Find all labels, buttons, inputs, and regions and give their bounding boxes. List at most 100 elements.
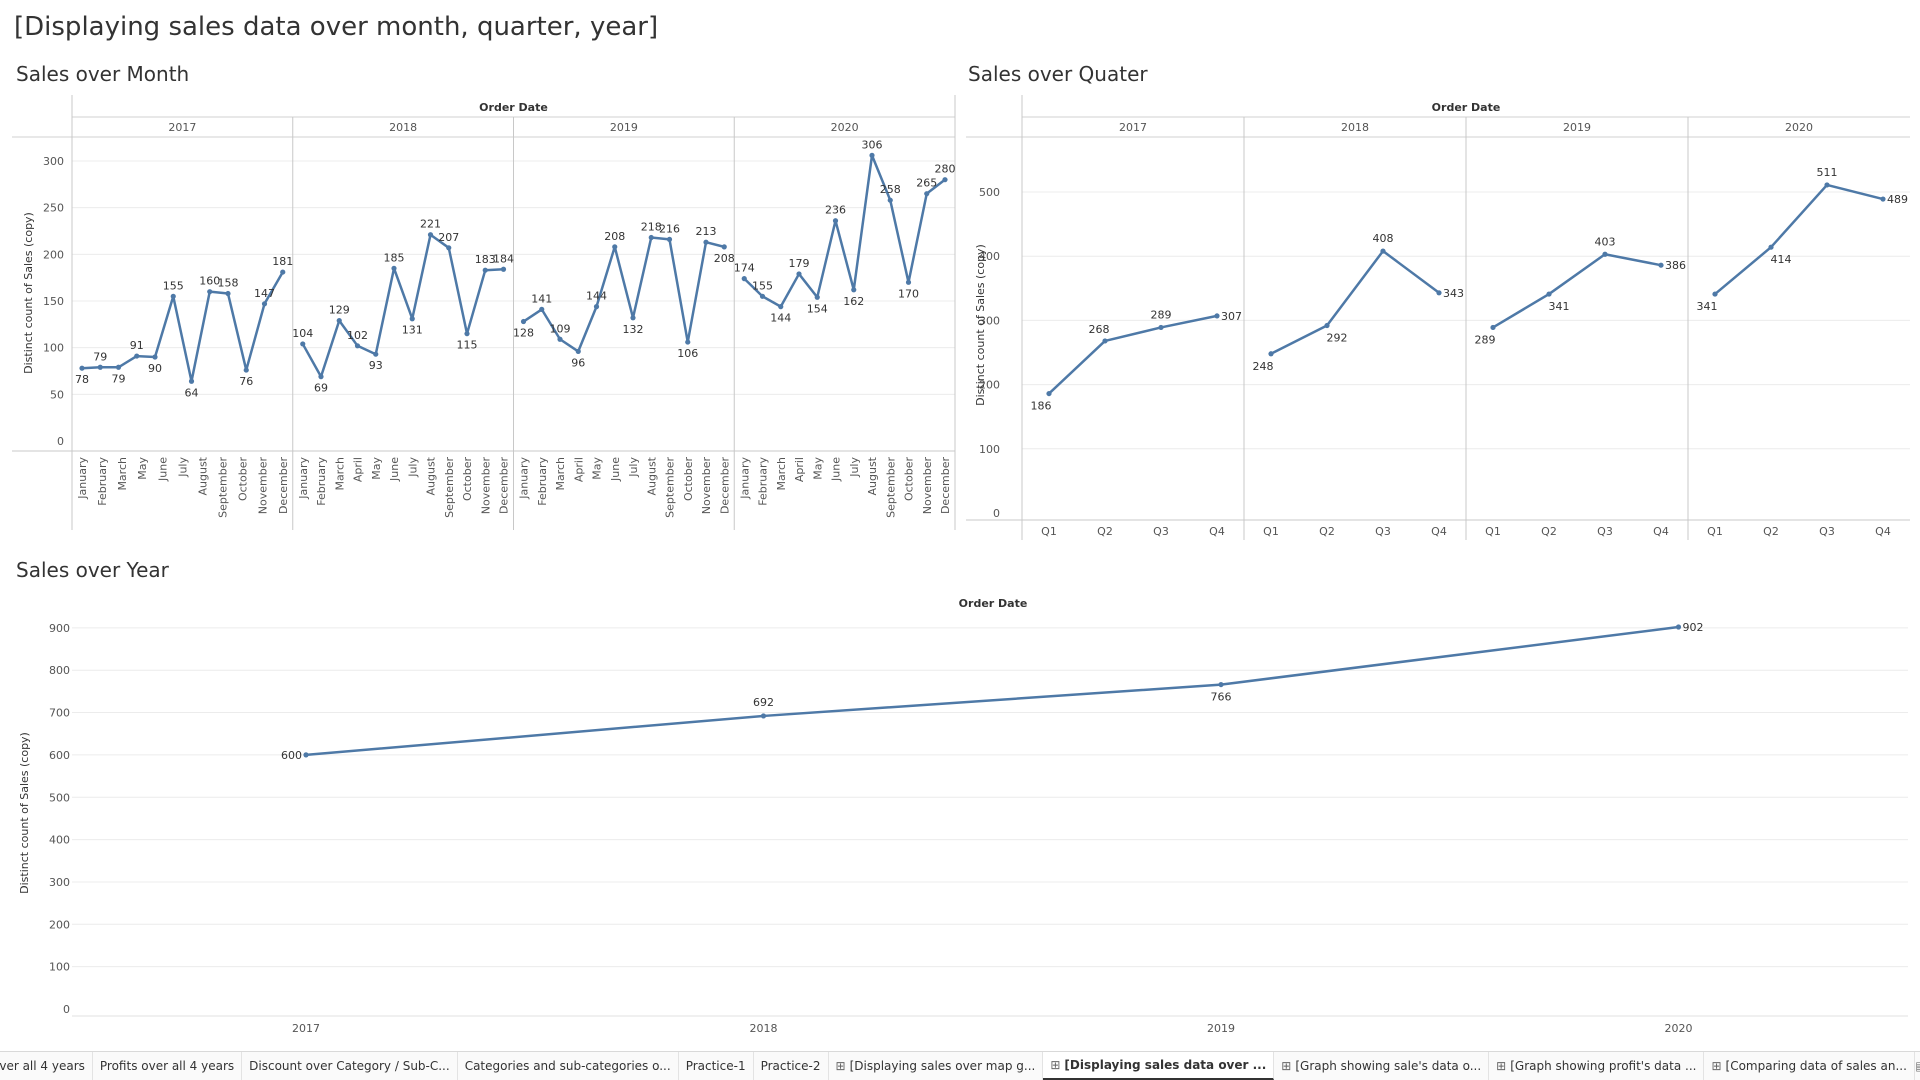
sheet-tab[interactable]: Practice-2: [754, 1052, 829, 1080]
data-point: [1268, 351, 1274, 357]
sheet-tab[interactable]: Categories and sub-categories o...: [458, 1052, 679, 1080]
year-header-2017: 2017: [168, 121, 196, 134]
data-label: 144: [770, 312, 791, 325]
data-label: 265: [916, 177, 937, 190]
sheet-tab[interactable]: ⊞ [Graph showing profit's data ...: [1489, 1052, 1705, 1080]
data-label: 341: [1697, 300, 1718, 313]
x-tick-label: January: [76, 457, 89, 500]
x-tick-label: August: [866, 456, 879, 495]
x-tick-label: Q3: [1597, 525, 1613, 538]
data-point: [575, 348, 581, 354]
data-label: 386: [1665, 259, 1686, 272]
data-label: 128: [513, 327, 534, 340]
x-tick-label: November: [257, 457, 270, 515]
y-tick-label: 300: [979, 314, 1000, 327]
data-point: [520, 318, 527, 325]
x-tick-label: July: [627, 457, 640, 478]
data-label: 306: [862, 138, 883, 151]
filmstrip-icon[interactable]: ▤: [1915, 1059, 1920, 1073]
series-line-2020: [1714, 183, 1884, 296]
x-tick-label: October: [461, 457, 474, 501]
x-tick-label: October: [682, 457, 695, 501]
dashboard-icon: ⊞: [1496, 1059, 1507, 1073]
data-point: [539, 306, 545, 312]
x-tick-label: November: [479, 457, 492, 515]
data-point: [1324, 322, 1330, 329]
x-tick-label: May: [811, 457, 824, 480]
data-label: 131: [402, 324, 423, 337]
data-point: [1824, 182, 1830, 188]
data-label: 132: [623, 323, 644, 336]
data-label: 307: [1221, 310, 1242, 323]
data-label: 147: [254, 287, 275, 300]
y-tick-label: 900: [49, 622, 70, 635]
x-tick-label: February: [96, 457, 109, 506]
data-label: 408: [1373, 232, 1394, 245]
data-label: 403: [1595, 235, 1616, 248]
y-tick-label: 50: [50, 388, 64, 401]
x-tick-label: December: [939, 457, 952, 515]
data-point: [134, 353, 140, 359]
data-label: 248: [1253, 360, 1274, 373]
y-tick-label: 400: [49, 834, 70, 847]
data-point: [814, 294, 820, 300]
data-label: 213: [696, 225, 717, 238]
x-tick-label: 2019: [1207, 1022, 1235, 1035]
sheet-tab[interactable]: ⊞ [Comparing data of sales an...: [1704, 1052, 1915, 1080]
data-label: 144: [586, 290, 607, 303]
data-point: [97, 364, 103, 370]
data-label: 186: [1031, 400, 1052, 413]
data-point: [261, 301, 268, 307]
x-tick-label: Q2: [1097, 525, 1113, 538]
sheet-tab[interactable]: ⊞ [Displaying sales data over ...: [1043, 1052, 1275, 1080]
x-tick-label: Q4: [1653, 525, 1669, 538]
series-line-2018: [301, 233, 504, 378]
data-label: 154: [807, 302, 828, 315]
data-point: [1602, 251, 1608, 257]
sheet-tab[interactable]: ⊞ [Displaying sales over map g...: [829, 1052, 1044, 1080]
dashboard-icon: ⊞: [1050, 1058, 1061, 1072]
sheet-tab[interactable]: ⊞ [Graph showing sale's data o...: [1274, 1052, 1490, 1080]
series-line-2017: [1048, 314, 1218, 395]
data-label: 292: [1327, 332, 1348, 345]
y-tick-label: 700: [49, 707, 70, 720]
x-tick-label: November: [700, 457, 713, 515]
data-label: 343: [1443, 287, 1464, 300]
month-chart: Order Date 2017 2018 2019 2020 0 50 100 150 200 25…: [12, 95, 956, 530]
data-point: [1218, 681, 1224, 688]
data-label: 258: [880, 183, 901, 196]
y-axis-title: Distinct count of Sales (copy): [22, 212, 35, 374]
x-tick-label: October: [903, 457, 916, 501]
data-label: 280: [935, 163, 956, 176]
data-label: 185: [384, 251, 405, 264]
y-tick-label: 150: [43, 295, 64, 308]
data-point: [1158, 324, 1164, 331]
x-tick-label: February: [536, 457, 549, 506]
quarter-chart: Order Date 2017 2018 2019 2020 0 100 200 300 400 5…: [966, 95, 1910, 540]
data-point: [593, 304, 600, 310]
sheet-tab[interactable]: Practice-1: [679, 1052, 754, 1080]
data-label: 90: [148, 362, 162, 375]
data-label: 79: [112, 372, 126, 385]
data-point: [115, 364, 122, 370]
data-label: 218: [641, 221, 662, 234]
x-tick-label: May: [370, 457, 383, 480]
data-label: 141: [531, 292, 552, 305]
y-axis-title: Distinct count of Sales (copy): [18, 732, 31, 894]
sheet-tab[interactable]: Profits over all 4 years: [93, 1052, 243, 1080]
data-point: [557, 336, 563, 342]
data-label: 207: [438, 231, 459, 244]
x-tick-label: Q3: [1819, 525, 1835, 538]
sheet-tab-label: over all 4 years: [0, 1059, 85, 1073]
data-point: [500, 266, 507, 272]
year-header-2017: 2017: [1119, 121, 1147, 134]
data-label: 183: [475, 253, 496, 266]
sheet-tab[interactable]: over all 4 years: [0, 1052, 93, 1080]
sheet-tab[interactable]: Discount over Category / Sub-C...: [242, 1052, 458, 1080]
sheet-tab-label: Practice-1: [685, 1059, 746, 1073]
year-header-2020: 2020: [1785, 121, 1813, 134]
x-tick-label: March: [116, 457, 129, 491]
data-point: [188, 378, 195, 384]
x-tick-label: July: [406, 457, 419, 478]
data-label: 69: [314, 382, 328, 395]
